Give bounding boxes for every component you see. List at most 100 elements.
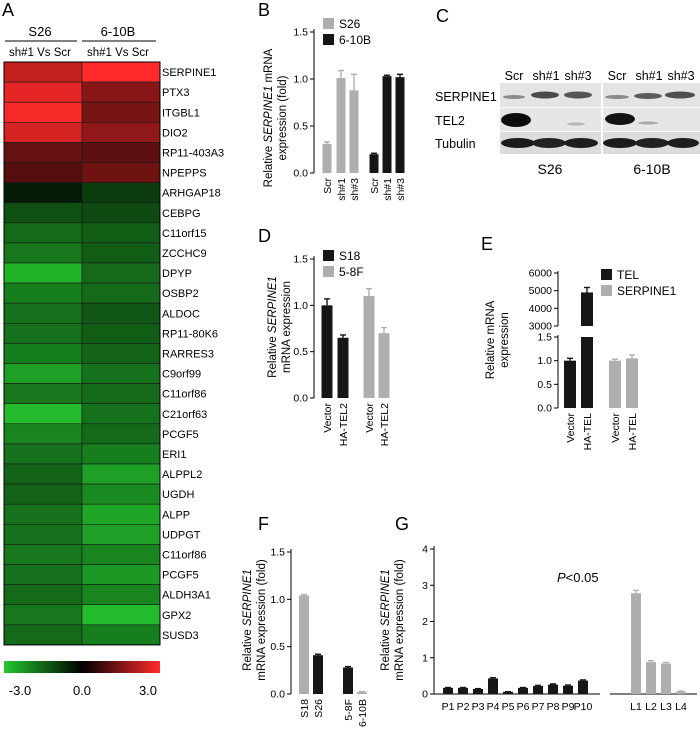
- band-serpine1-610b-scr: [605, 95, 629, 99]
- panel-g-ylabel-line2: mRNA expression (fold): [394, 559, 406, 681]
- heatmap-gene-label: C9orf99: [162, 369, 201, 381]
- western-blot-lane-labels: Scr sh#1 sh#3 Scr sh#1 sh#3: [505, 69, 695, 83]
- bar: [676, 691, 686, 694]
- heatmap-gene-label: C11orf15: [162, 228, 206, 240]
- heatmap-cell: [81, 101, 161, 123]
- heatmap-cell: [81, 343, 161, 364]
- panel-d: D Relative SERPINE1 mRNA expression 0.0 0…: [258, 226, 391, 446]
- heatmap-gene-label: PCGF5: [162, 429, 199, 441]
- y-tick-label: 0.5: [293, 346, 308, 358]
- heatmap-gene-label: C11orf86: [162, 389, 206, 401]
- x-category-label: L2: [645, 701, 657, 713]
- heatmap-cell: [3, 343, 83, 364]
- heatmap-cell: [81, 282, 161, 304]
- heatmap-cell: [81, 383, 161, 405]
- heatmap-cell: [81, 61, 161, 83]
- heatmap-cell: [3, 162, 83, 183]
- blot-row-label: SERPINE1: [435, 90, 497, 104]
- y-tick-label: 4: [422, 544, 428, 556]
- panel-a: A S26 6-10B sh#1 Vs Scr sh#1 Vs Scr SERP…: [2, 0, 224, 698]
- heatmap-cell: [81, 523, 161, 545]
- y-tick-label: 0.5: [293, 121, 308, 133]
- heatmap-cell: [81, 483, 161, 505]
- y-tick-label: 0.0: [293, 393, 308, 405]
- panel-a-letter: A: [2, 0, 14, 20]
- x-category-label: L1: [630, 701, 642, 713]
- blot-lane-label: sh#3: [564, 69, 591, 83]
- blot-group-s26: S26: [538, 161, 563, 177]
- heatmap-cell: [81, 584, 161, 605]
- chart-f: 0.0 0.5 1.0 1.5 S18 S26 5-8F 6-10B: [270, 547, 369, 728]
- panel-f-ylabel-line1: Relative SERPINE1: [242, 569, 254, 671]
- heatmap-cell: [3, 383, 83, 405]
- heatmap-cell: [3, 61, 83, 83]
- heatmap-group-6-10b: 6-10B: [101, 24, 136, 39]
- band-tubulin-610b-scr: [603, 138, 637, 148]
- bar: [548, 684, 558, 694]
- bar: [363, 296, 375, 398]
- x-category-label: HA-TEL: [627, 413, 639, 451]
- heatmap-gene-label: C21orf63: [162, 409, 207, 421]
- p-value-annotation: P<0.05: [557, 570, 599, 585]
- bar: [337, 337, 349, 398]
- legend-label-serpine1: SERPINE1: [617, 284, 677, 298]
- y-tick-label: 1.0: [293, 74, 308, 86]
- heatmap-cell: [3, 544, 83, 565]
- x-category-label: P8: [547, 701, 560, 713]
- heatmap-cell: [81, 322, 161, 344]
- legend-swatch-6-10b: [323, 34, 334, 45]
- heatmap-cell: [3, 182, 83, 204]
- bar: [488, 678, 498, 694]
- heatmap-gene-label: RP11-403A3: [162, 147, 224, 159]
- heatmap-cell: [3, 222, 83, 244]
- heatmap-grid: [3, 61, 161, 646]
- x-category-label: sh#3: [395, 178, 407, 201]
- heatmap-cell: [81, 624, 161, 646]
- western-blot-row-labels: SERPINE1 TEL2 Tubulin: [435, 90, 497, 151]
- heatmap-gene-labels: SERPINE1 PTX3 ITGBL1 DIO2 RP11-403A3 NPEPPS AR…: [162, 67, 224, 642]
- heatmap-cell: [3, 463, 83, 485]
- panel-d-ylabel-line1: Relative SERPINE1: [267, 276, 279, 378]
- blot-lane-label: Scr: [608, 69, 627, 83]
- heatmap-cell: [81, 302, 161, 324]
- bar: [626, 358, 638, 408]
- heatmap-cell: [3, 81, 83, 103]
- heatmap-cell: [3, 282, 83, 304]
- panel-b-ylabel-line1: Relative SERPINE1 mRNA: [263, 48, 275, 187]
- panel-d-ylabel-line2: mRNA expression: [281, 281, 293, 373]
- panel-d-letter: D: [258, 226, 271, 246]
- heatmap-cell: [3, 423, 83, 445]
- panel-c: C Scr sh#1 sh#3 Scr sh#1 sh#3 SERPINE1 TEL2 Tub…: [435, 6, 700, 177]
- heatmap-cell: [81, 262, 161, 284]
- heatmap-cell: [81, 564, 161, 585]
- heatmap-cell: [3, 564, 83, 585]
- panel-f-letter: F: [258, 514, 269, 534]
- heatmap-cell: [3, 443, 83, 465]
- legend-label-5-8f: 5-8F: [339, 265, 364, 279]
- bar: [564, 360, 576, 408]
- bar: [322, 143, 332, 173]
- scale-label-min: -3.0: [9, 683, 31, 698]
- heatmap-gene-label: OSBP2: [162, 288, 199, 300]
- bar: [369, 154, 379, 173]
- y-tick-label: 3000: [529, 321, 553, 333]
- x-category-label: P1: [442, 701, 455, 713]
- x-category-label: S26: [313, 699, 325, 718]
- bar: [533, 686, 543, 694]
- x-category-label: Vector: [364, 403, 376, 433]
- y-tick-label: 0.5: [270, 641, 285, 653]
- heatmap-cell: [3, 122, 83, 143]
- heatmap-cell: [81, 182, 161, 204]
- y-tick-label: 1: [422, 652, 428, 664]
- bar-lower-segment: [581, 337, 593, 408]
- bar: [357, 692, 367, 694]
- band-tubulin-610b-sh3: [667, 138, 699, 148]
- x-category-label: L3: [660, 701, 672, 713]
- y-tick-label: 1.5: [537, 332, 552, 344]
- heatmap-cell: [3, 202, 83, 224]
- heatmap-gene-label: GPX2: [162, 610, 191, 622]
- heatmap-contrast-6-10b: sh#1 Vs Scr: [87, 47, 149, 59]
- heatmap-cell: [3, 624, 83, 646]
